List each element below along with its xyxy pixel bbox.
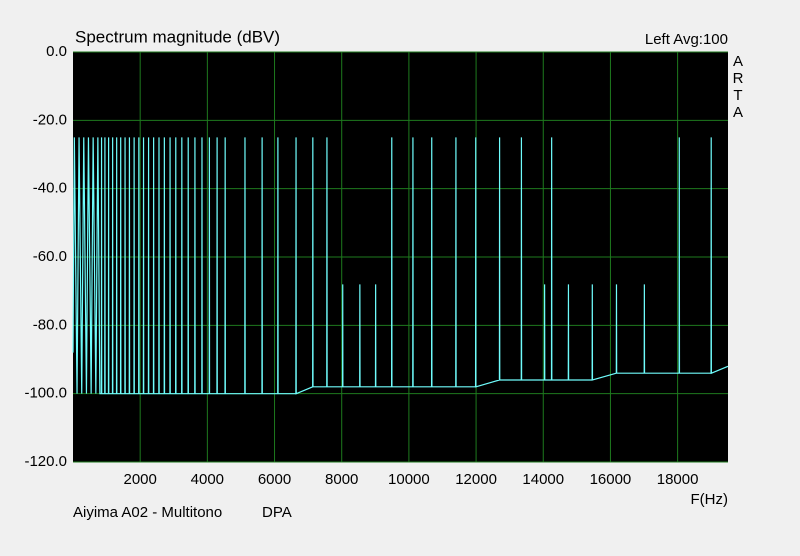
y-tick-label: -60.0 bbox=[33, 248, 67, 265]
brand-letter: T bbox=[733, 87, 742, 104]
x-tick-label: 18000 bbox=[657, 471, 699, 488]
footer-left: Aiyima A02 - Multitono bbox=[73, 504, 222, 521]
x-tick-label: 4000 bbox=[191, 471, 224, 488]
brand-letter: A bbox=[733, 104, 743, 121]
y-tick-label: -80.0 bbox=[33, 316, 67, 333]
y-tick-label: -100.0 bbox=[24, 385, 67, 402]
x-tick-label: 16000 bbox=[590, 471, 632, 488]
x-axis-label: F(Hz) bbox=[691, 491, 729, 508]
footer-right: DPA bbox=[262, 504, 292, 521]
x-tick-label: 8000 bbox=[325, 471, 358, 488]
y-tick-label: -40.0 bbox=[33, 180, 67, 197]
x-tick-label: 6000 bbox=[258, 471, 291, 488]
x-tick-label: 14000 bbox=[522, 471, 564, 488]
channel-info: Left Avg:100 bbox=[645, 31, 728, 48]
brand-letter: R bbox=[733, 70, 744, 87]
brand-letter: A bbox=[733, 53, 743, 70]
chart-title: Spectrum magnitude (dBV) bbox=[75, 27, 280, 46]
y-tick-label: -120.0 bbox=[24, 453, 67, 470]
x-tick-label: 12000 bbox=[455, 471, 497, 488]
x-tick-label: 2000 bbox=[123, 471, 156, 488]
y-tick-label: 0.0 bbox=[46, 43, 67, 60]
x-tick-label: 10000 bbox=[388, 471, 430, 488]
spectrum-line bbox=[72, 137, 729, 395]
y-tick-label: -20.0 bbox=[33, 111, 67, 128]
